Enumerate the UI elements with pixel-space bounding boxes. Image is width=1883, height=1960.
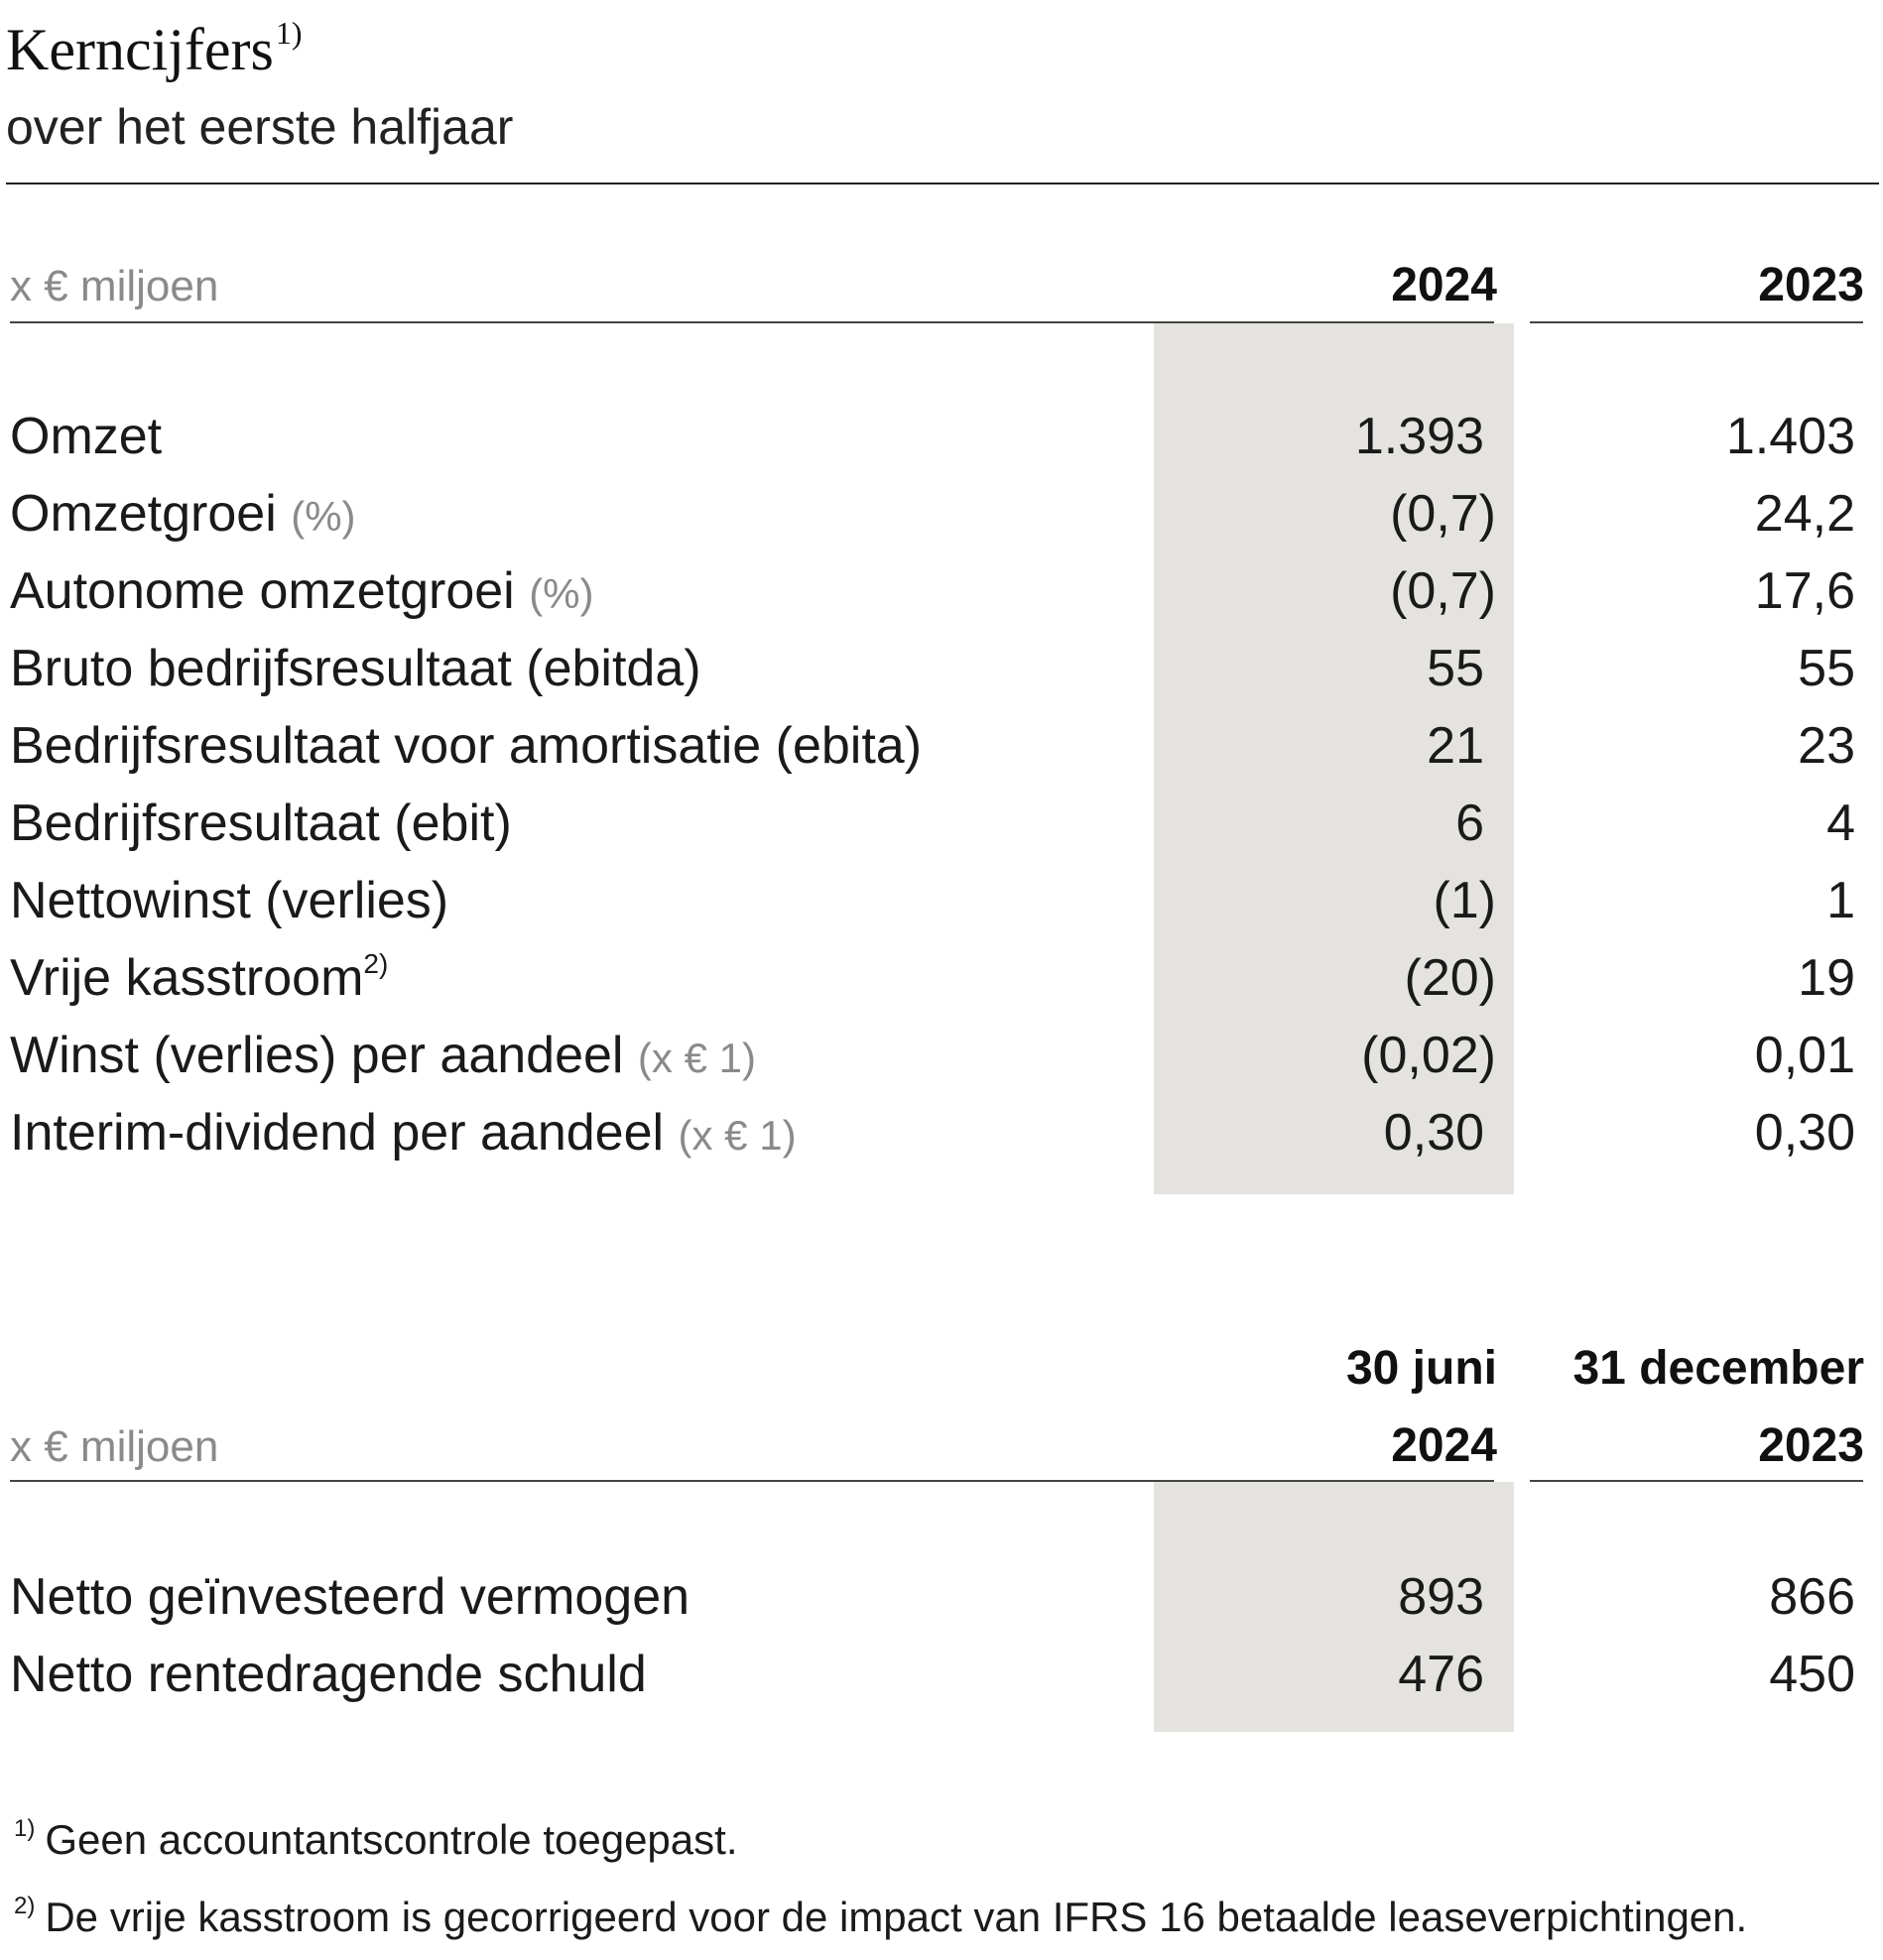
row-label-text: Winst (verlies) per aandeel: [10, 1027, 624, 1084]
row-unit-suffix: (x € 1): [637, 1035, 756, 1081]
row-label-text: Omzetgroei: [10, 485, 277, 543]
table2-col2-line2: 2023: [1758, 1419, 1864, 1472]
value-2023: 1.403: [1725, 408, 1855, 465]
row-label: Nettowinst (verlies): [10, 871, 448, 930]
value-2024: (0,02): [1361, 1027, 1496, 1084]
footnote: 1) Geen accountantscontrole toegepast.: [14, 1815, 738, 1872]
table1-col-2024: 2024: [1391, 259, 1497, 311]
table1-header-rule-col2: [1530, 321, 1863, 323]
table2-col1-line1: 30 juni: [1345, 1342, 1497, 1395]
value-2023: 24,2: [1754, 485, 1855, 543]
row-label: Bedrijfsresultaat (ebit): [10, 794, 512, 853]
value-2023: 55: [1798, 640, 1855, 697]
row-label: Netto rentedragende schuld: [10, 1646, 647, 1703]
value-2024: (20): [1404, 949, 1496, 1007]
row-label: Bruto bedrijfsresultaat (ebitda): [10, 639, 701, 698]
highlight-column-30-juni: [1154, 1482, 1514, 1732]
table1-unit-label: x € miljoen: [10, 262, 219, 310]
row-label-text: Nettowinst (verlies): [10, 872, 449, 929]
row-footnote-mark: 2): [363, 948, 389, 979]
row-label: Autonome omzetgroei (%): [10, 561, 594, 624]
page-subtitle: over het eerste halfjaar: [6, 99, 514, 155]
row-label: Winst (verlies) per aandeel (x € 1): [10, 1026, 756, 1088]
table1-header-rule: [10, 321, 1494, 323]
value-2024: (0,7): [1390, 485, 1496, 543]
row-label-text: Bedrijfsresultaat voor amortisatie (ebit…: [10, 717, 923, 775]
value-2023: 0,30: [1754, 1104, 1855, 1162]
highlight-column-2024: [1154, 323, 1514, 1194]
row-unit-suffix: (%): [529, 570, 594, 617]
value-2023: 4: [1826, 795, 1855, 852]
value-2023: 1: [1826, 872, 1855, 929]
value-30-juni-2024: 476: [1398, 1646, 1484, 1703]
row-label-text: Omzet: [10, 408, 163, 465]
value-2023: 23: [1798, 717, 1855, 775]
value-2024: 0,30: [1383, 1104, 1484, 1162]
row-label-text: Autonome omzetgroei: [10, 562, 515, 620]
footnote-mark: 2): [14, 1893, 36, 1919]
row-label: Netto geïnvesteerd vermogen: [10, 1568, 690, 1626]
value-2024: (1): [1433, 872, 1496, 929]
row-unit-suffix: (%): [291, 493, 356, 540]
value-2023: 0,01: [1754, 1027, 1855, 1084]
table2-col2-line1: 31 december: [1572, 1342, 1864, 1395]
value-2023: 17,6: [1754, 562, 1855, 620]
value-30-juni-2024: 893: [1398, 1568, 1484, 1626]
row-label-text: Interim-dividend per aandeel: [10, 1104, 665, 1162]
value-31-december-2023: 450: [1769, 1646, 1855, 1703]
footnote-text: De vrije kasstroom is gecorrigeerd voor …: [45, 1894, 1748, 1940]
table1-col-2023: 2023: [1758, 259, 1864, 311]
table2-col1-line2: 2024: [1391, 1419, 1497, 1472]
value-2024: 21: [1427, 717, 1484, 775]
value-2024: 1.393: [1354, 408, 1484, 465]
title-footnote-mark: 1): [275, 15, 303, 51]
row-unit-suffix: (x € 1): [678, 1112, 797, 1159]
row-label: Vrije kasstroom2): [10, 948, 388, 1016]
value-2024: 55: [1427, 640, 1484, 697]
value-2024: (0,7): [1390, 562, 1496, 620]
row-label: Interim-dividend per aandeel (x € 1): [10, 1103, 797, 1165]
footnote-mark: 1): [14, 1815, 36, 1842]
row-label: Omzet: [10, 407, 162, 466]
row-label-text: Bruto bedrijfsresultaat (ebitda): [10, 640, 701, 697]
value-31-december-2023: 866: [1769, 1568, 1855, 1626]
page-title: Kerncijfers1): [6, 15, 303, 82]
value-2023: 19: [1798, 949, 1855, 1007]
table2-header-rule-col2: [1530, 1480, 1863, 1482]
title-divider: [6, 183, 1879, 184]
row-label-text: Bedrijfsresultaat (ebit): [10, 795, 512, 852]
table2-unit-label: x € miljoen: [10, 1422, 219, 1471]
table2-header-rule: [10, 1480, 1494, 1482]
row-label-text: Vrije kasstroom: [10, 949, 364, 1007]
footnote-text: Geen accountantscontrole toegepast.: [45, 1816, 738, 1863]
value-2024: 6: [1455, 795, 1484, 852]
footnote: 2) De vrije kasstroom is gecorrigeerd voo…: [14, 1893, 1747, 1949]
row-label: Omzetgroei (%): [10, 484, 356, 547]
row-label: Bedrijfsresultaat voor amortisatie (ebit…: [10, 716, 922, 776]
